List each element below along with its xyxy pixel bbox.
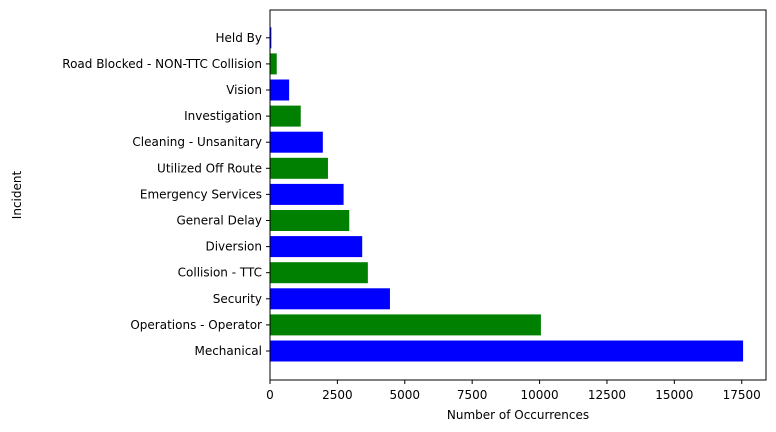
x-tick-label: 10000 xyxy=(520,388,558,402)
x-axis-ticks: 0 2500 5000 7500 10000 12500 15000 17500 xyxy=(266,380,761,402)
bar-diversion xyxy=(270,236,363,258)
y-tick-label: Operations - Operator xyxy=(130,318,262,332)
x-axis-label: Number of Occurrences xyxy=(447,408,589,422)
x-tick-label: 2500 xyxy=(322,388,353,402)
bar-emergency-services xyxy=(270,183,344,205)
y-tick-label: Emergency Services xyxy=(140,187,262,201)
bar-held-by xyxy=(270,27,272,49)
y-tick-label: General Delay xyxy=(176,214,262,228)
y-tick-label: Collision - TTC xyxy=(178,266,262,280)
x-tick-label: 17500 xyxy=(723,388,761,402)
plot-frame xyxy=(269,9,767,381)
y-axis-label: Incident xyxy=(10,171,24,220)
y-tick-label: Vision xyxy=(226,83,262,97)
y-tick-label: Road Blocked - NON-TTC Collision xyxy=(62,57,262,71)
y-tick-label: Security xyxy=(213,292,262,306)
y-tick-label: Utilized Off Route xyxy=(157,161,262,175)
bar-security xyxy=(270,288,390,310)
bar-cleaning-unsanitary xyxy=(270,131,323,153)
x-tick-label: 15000 xyxy=(655,388,693,402)
x-tick-label: 5000 xyxy=(390,388,421,402)
y-tick-label: Held By xyxy=(215,31,262,45)
bar-collision-ttc xyxy=(270,262,368,284)
y-axis-ticks: Mechanical Operations - Operator Security C… xyxy=(62,31,270,358)
x-tick-label: 12500 xyxy=(588,388,626,402)
bar-vision xyxy=(270,79,290,101)
bar-general-delay xyxy=(270,210,350,231)
bar-utilized-off-route xyxy=(270,157,328,179)
x-tick-label: 0 xyxy=(266,388,274,402)
y-tick-label: Mechanical xyxy=(194,344,262,358)
x-tick-label: 7500 xyxy=(457,388,488,402)
y-tick-label: Cleaning - Unsanitary xyxy=(132,135,262,149)
bar-investigation xyxy=(270,105,301,127)
bar-mechanical xyxy=(270,340,744,362)
y-tick-label: Diversion xyxy=(205,240,262,254)
bar-road-blocked-non-ttc-collision xyxy=(270,53,277,75)
bar-operations-operator xyxy=(270,314,541,336)
y-tick-label: Investigation xyxy=(184,109,262,123)
bars-group xyxy=(270,27,744,362)
